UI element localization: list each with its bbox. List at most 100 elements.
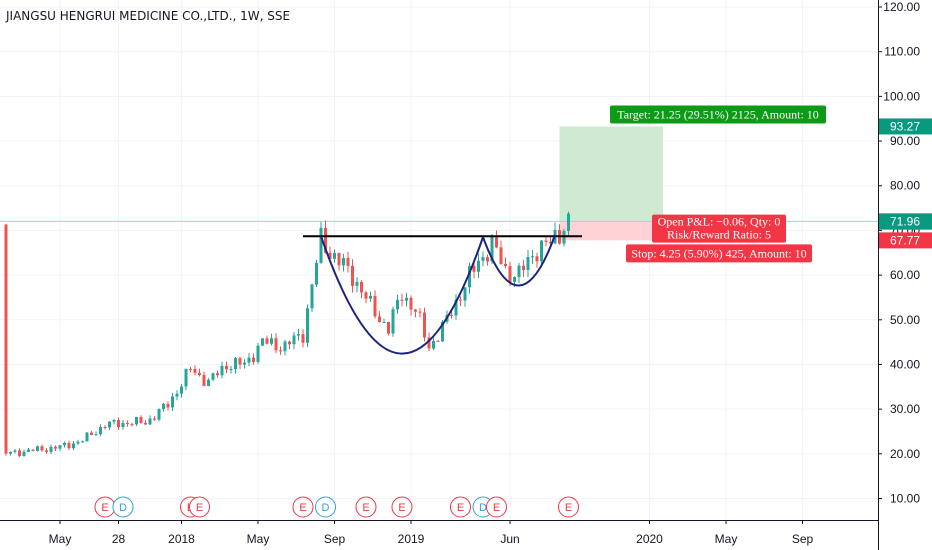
price-tick-label-8: 90.00 (890, 134, 920, 148)
candle-body (81, 441, 84, 443)
time-tick-label-6: Jun (500, 532, 519, 546)
candle-body (184, 368, 188, 387)
price-tag-0 (879, 118, 932, 135)
candle-body (472, 265, 476, 272)
event-marker-3 (189, 496, 210, 518)
candle-body (13, 450, 17, 452)
event-letter-6: E (362, 502, 369, 514)
risk-reward-label: Risk/Reward Ratio: 5 (667, 228, 771, 242)
candle-body (400, 299, 404, 301)
price-tick-label-1: 20.00 (890, 447, 920, 461)
candle-body (535, 256, 539, 262)
pnl-label-box (652, 214, 786, 243)
candle-body (4, 224, 8, 454)
candle-body (306, 308, 309, 343)
price-tag-text-0: 93.27 (890, 119, 920, 133)
candle-body (58, 445, 62, 449)
candle-body (22, 451, 26, 456)
candle-body (499, 247, 503, 264)
chart-title: JIANGSU HENGRUI MEDICINE CO.,LTD., 1W, S… (5, 9, 290, 23)
candle-body (171, 396, 174, 408)
candle-body (387, 321, 390, 334)
cup-arc[interactable] (320, 235, 484, 355)
event-letter-5: D (322, 502, 330, 514)
candle-body (166, 403, 170, 408)
candle-body (288, 341, 291, 345)
candle-body (31, 449, 35, 451)
candle-body (112, 419, 116, 422)
candle-body (261, 338, 264, 346)
candle-body (99, 427, 102, 435)
cup-and-handle-drawing[interactable] (303, 234, 582, 355)
candle-body (297, 334, 300, 336)
candle-body (454, 299, 458, 316)
stop-label: Stop: 4.25 (5.90%) 425, Amount: 10 (631, 246, 806, 260)
candle-body (477, 260, 480, 272)
long-position-tool[interactable]: Target: 21.25 (29.51%) 2125, Amount: 10 O… (0, 105, 878, 263)
candle-body (90, 432, 93, 435)
candle-body (427, 337, 431, 349)
candle-body (283, 341, 287, 352)
candle-body (486, 257, 489, 262)
candle-body (238, 358, 242, 365)
candle-body (364, 292, 368, 299)
event-letter-9: D (479, 502, 487, 514)
time-tick-label-4: Sep (324, 532, 346, 546)
candle-body (202, 374, 206, 386)
candle-body (409, 297, 413, 310)
candle-body (508, 266, 512, 282)
candle-body (378, 316, 381, 323)
time-tick-label-3: May (247, 532, 270, 546)
candle-body (54, 446, 57, 449)
stop-label-box (626, 244, 812, 263)
price-tick-label-9: 100.00 (883, 89, 920, 103)
candle-body (108, 421, 111, 428)
event-marker-1 (112, 496, 134, 518)
candle-body (301, 334, 305, 343)
event-marker-11 (558, 496, 579, 518)
price-tag-text-2: 71.96 (890, 215, 920, 229)
candle-body (94, 434, 98, 436)
handle-arc[interactable] (482, 234, 556, 287)
candle-body (225, 365, 228, 370)
candle-body (544, 240, 548, 243)
candle-body (153, 418, 156, 420)
price-axis[interactable]: 10.0020.0030.0040.0050.0060.0070.0080.00… (878, 0, 920, 550)
candle-body (468, 265, 471, 288)
events-row: EDEEEDEEEDEE (94, 496, 579, 518)
candle-body (549, 242, 552, 244)
candle-body (517, 265, 521, 278)
candle-body (441, 321, 444, 342)
candle-body (342, 257, 345, 266)
candle-body (135, 416, 138, 425)
candle-body (45, 450, 48, 453)
candle-body (495, 235, 498, 248)
price-tick-label-7: 80.00 (890, 179, 920, 193)
candle-body (481, 257, 485, 261)
candle-body (432, 340, 435, 349)
time-tick-label-7: 2020 (636, 532, 663, 546)
event-marker-4 (292, 496, 314, 518)
candle-body (324, 227, 327, 253)
candle-body (180, 386, 183, 394)
candle-body (567, 213, 570, 231)
price-tag-2 (879, 213, 932, 230)
candle-body (103, 427, 107, 429)
candle-body (256, 345, 260, 363)
candle-body (504, 263, 507, 267)
stop-zone (559, 221, 663, 241)
candle-body (40, 446, 44, 451)
candle-body (369, 295, 372, 299)
candle-body (36, 446, 39, 451)
candle-body (207, 379, 210, 386)
pnl-label: Open P&L: −0.06, Qty: 0 (658, 215, 781, 229)
price-tick-label-2: 30.00 (890, 402, 920, 416)
candle-body (436, 340, 440, 342)
price-tick-label-10: 110.00 (884, 45, 920, 59)
price-tick-label-5: 60.00 (890, 268, 920, 282)
candle-body (405, 297, 408, 301)
candle-body (355, 281, 359, 286)
candle-body (9, 451, 12, 454)
candle-body (360, 281, 363, 293)
